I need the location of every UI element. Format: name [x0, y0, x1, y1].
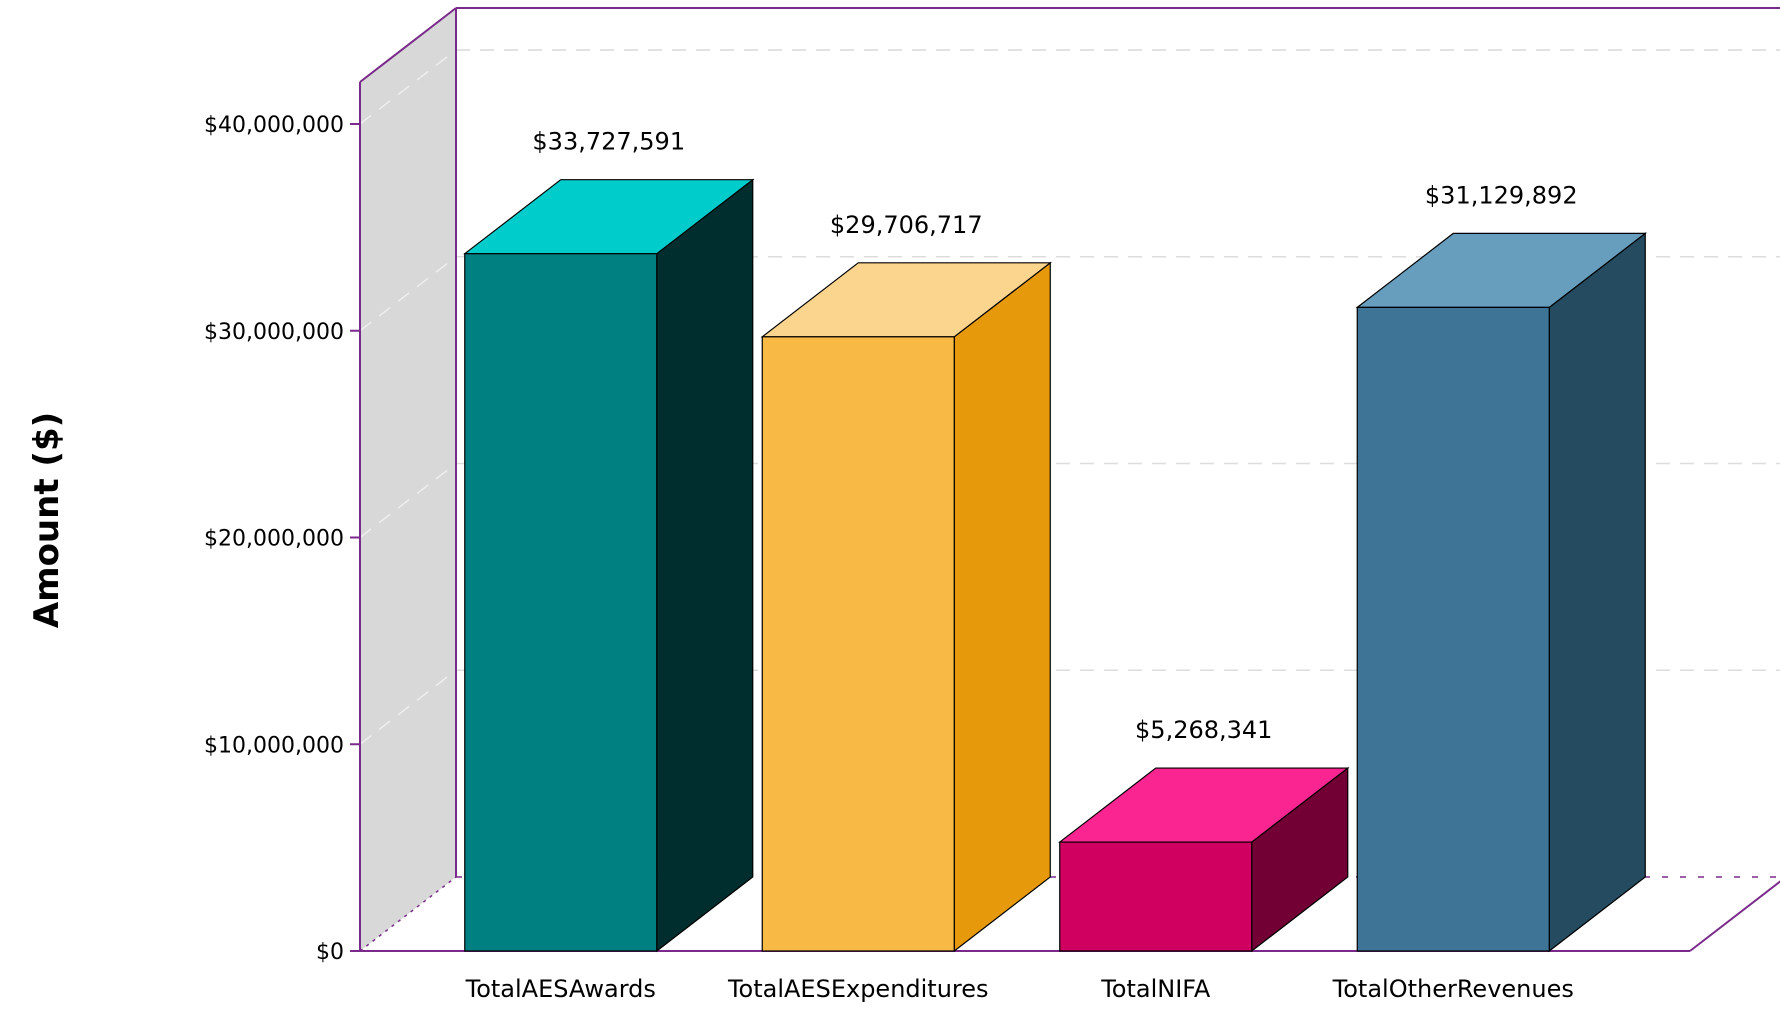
x-tick-label: TotalAESExpenditures: [727, 975, 989, 1003]
y-tick-label: $20,000,000: [204, 527, 344, 552]
floor-right-edge: [1689, 880, 1780, 952]
bar-side: [953, 261, 1051, 953]
y-axis-title: Amount ($): [27, 412, 67, 628]
bar: [760, 261, 1053, 953]
x-tick-label: TotalOtherRevenues: [1332, 975, 1574, 1003]
bar-front: [464, 253, 658, 952]
side-wall-top-edge: [359, 7, 457, 83]
bars: [462, 178, 1648, 953]
y-tick-label: $30,000,000: [204, 320, 344, 345]
bar-side: [656, 178, 754, 953]
y-tick-label: $40,000,000: [204, 113, 344, 138]
data-label: $5,268,341: [1135, 716, 1272, 744]
bar: [1057, 766, 1350, 953]
data-label: $31,129,892: [1425, 181, 1578, 209]
x-tick-label: TotalNIFA: [1100, 975, 1211, 1003]
left-side-wall: [360, 8, 456, 951]
side-gridline: [359, 256, 457, 332]
side-gridline: [359, 462, 457, 539]
data-label: $29,706,717: [830, 211, 983, 239]
x-tick-label: TotalAESAwards: [465, 975, 656, 1003]
bar: [1355, 232, 1648, 953]
y-tick-label: $10,000,000: [204, 733, 344, 758]
side-gridline: [359, 669, 457, 745]
bar-front: [1059, 841, 1253, 952]
bar-front: [1356, 306, 1550, 952]
bar-front: [761, 336, 955, 952]
y-tick-label: $0: [316, 940, 344, 965]
side-gridline: [359, 49, 457, 125]
bar-side: [1548, 232, 1646, 953]
labels: $0 $10,000,000 $20,000,000 $30,000,000 $40,0…: [27, 113, 1578, 1003]
data-label: $33,727,591: [532, 128, 685, 156]
bar: [462, 178, 755, 953]
